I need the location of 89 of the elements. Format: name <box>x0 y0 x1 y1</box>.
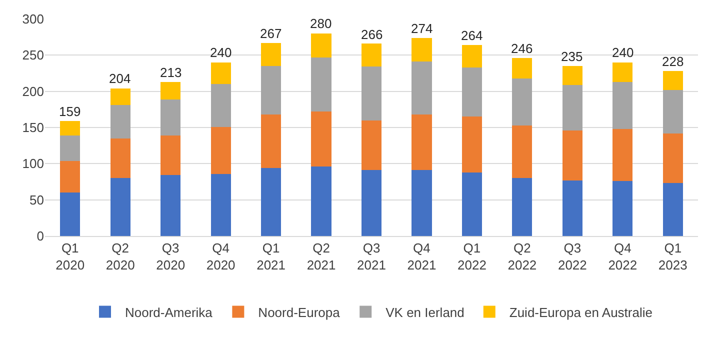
x-tick-label: Q4 2021 <box>407 240 436 272</box>
total-label: 274 <box>411 21 433 36</box>
x-tick-label: Q3 2022 <box>558 240 587 272</box>
bar <box>210 84 231 127</box>
total-label: 213 <box>160 65 182 80</box>
bar <box>110 88 130 106</box>
bar <box>160 99 181 136</box>
bar <box>160 135 181 176</box>
bar <box>361 44 382 67</box>
bar <box>110 138 130 178</box>
y-tick-label: 150 <box>22 120 44 136</box>
legend-label: Noord-Europa <box>258 304 341 320</box>
bar <box>462 67 482 117</box>
y-tick-label: 50 <box>30 192 44 208</box>
bar <box>612 128 633 182</box>
bar <box>562 180 582 236</box>
bar <box>412 38 432 62</box>
bar <box>662 71 683 90</box>
bar <box>110 178 130 236</box>
bar <box>311 112 332 167</box>
bar <box>260 66 282 114</box>
bar <box>562 84 582 130</box>
x-tick-label: Q1 2021 <box>256 240 286 272</box>
total-label: 228 <box>662 54 684 69</box>
x-tick-label: Q1 2020 <box>56 240 85 272</box>
bar <box>160 82 181 100</box>
total-label: 264 <box>461 28 483 43</box>
total-label: 280 <box>310 16 332 31</box>
bar <box>462 172 482 236</box>
bar <box>210 126 231 174</box>
total-label: 240 <box>210 45 232 60</box>
bar <box>260 42 282 66</box>
x-tick-label: Q2 2020 <box>106 240 135 272</box>
bar <box>662 183 683 236</box>
bar <box>110 105 130 138</box>
bar <box>562 130 582 180</box>
bar <box>60 192 80 236</box>
bar <box>361 170 382 236</box>
total-label: 159 <box>59 104 81 119</box>
legend-label: Noord-Amerika <box>125 304 214 320</box>
x-tick-label: Q2 2021 <box>306 240 336 272</box>
total-label: 267 <box>260 26 282 41</box>
bar <box>512 125 532 178</box>
y-tick-label: 100 <box>22 156 44 172</box>
x-tick-label: Q1 2022 <box>458 240 486 272</box>
legend-label: Zuid-Europa en Australie <box>509 304 652 320</box>
bar <box>361 120 382 170</box>
bar <box>462 116 482 172</box>
bar <box>662 90 683 134</box>
x-tick-label: Q4 2022 <box>608 240 638 272</box>
bar <box>412 170 432 236</box>
bar <box>512 58 532 78</box>
total-label: 266 <box>361 27 383 42</box>
x-tick-label: Q1 2023 <box>658 240 688 272</box>
x-tick-label: Q3 2020 <box>156 240 186 272</box>
bar <box>160 175 181 236</box>
y-tick-label: 0 <box>36 228 44 244</box>
x-tick-label: Q2 2022 <box>508 240 537 272</box>
bar <box>612 62 633 82</box>
total-label: 246 <box>511 41 533 56</box>
bar <box>210 62 231 84</box>
y-tick-label: 200 <box>22 84 44 99</box>
bar <box>60 135 80 161</box>
bar <box>662 133 683 184</box>
bar <box>260 114 282 168</box>
bar <box>210 174 231 236</box>
bar <box>361 66 382 120</box>
bar <box>311 57 332 112</box>
bar <box>612 181 633 236</box>
bar <box>412 62 432 114</box>
bar <box>311 33 332 58</box>
y-tick-label: 300 <box>22 12 44 27</box>
y-tick-label: 250 <box>22 48 44 63</box>
bar <box>260 168 282 236</box>
bar <box>60 120 80 136</box>
bar <box>562 66 582 85</box>
bar <box>311 166 332 236</box>
total-label: 235 <box>561 49 583 64</box>
legend-label: VK en Ierland <box>386 304 464 320</box>
bar <box>512 78 532 126</box>
total-label: 204 <box>109 71 131 86</box>
x-tick-label: Q4 2020 <box>206 240 236 272</box>
bar <box>612 82 633 129</box>
bar <box>512 178 532 236</box>
bar <box>60 160 80 193</box>
bar <box>462 45 482 68</box>
x-tick-label: Q3 2021 <box>357 240 386 272</box>
bar <box>412 114 432 170</box>
total-label: 240 <box>612 45 634 60</box>
